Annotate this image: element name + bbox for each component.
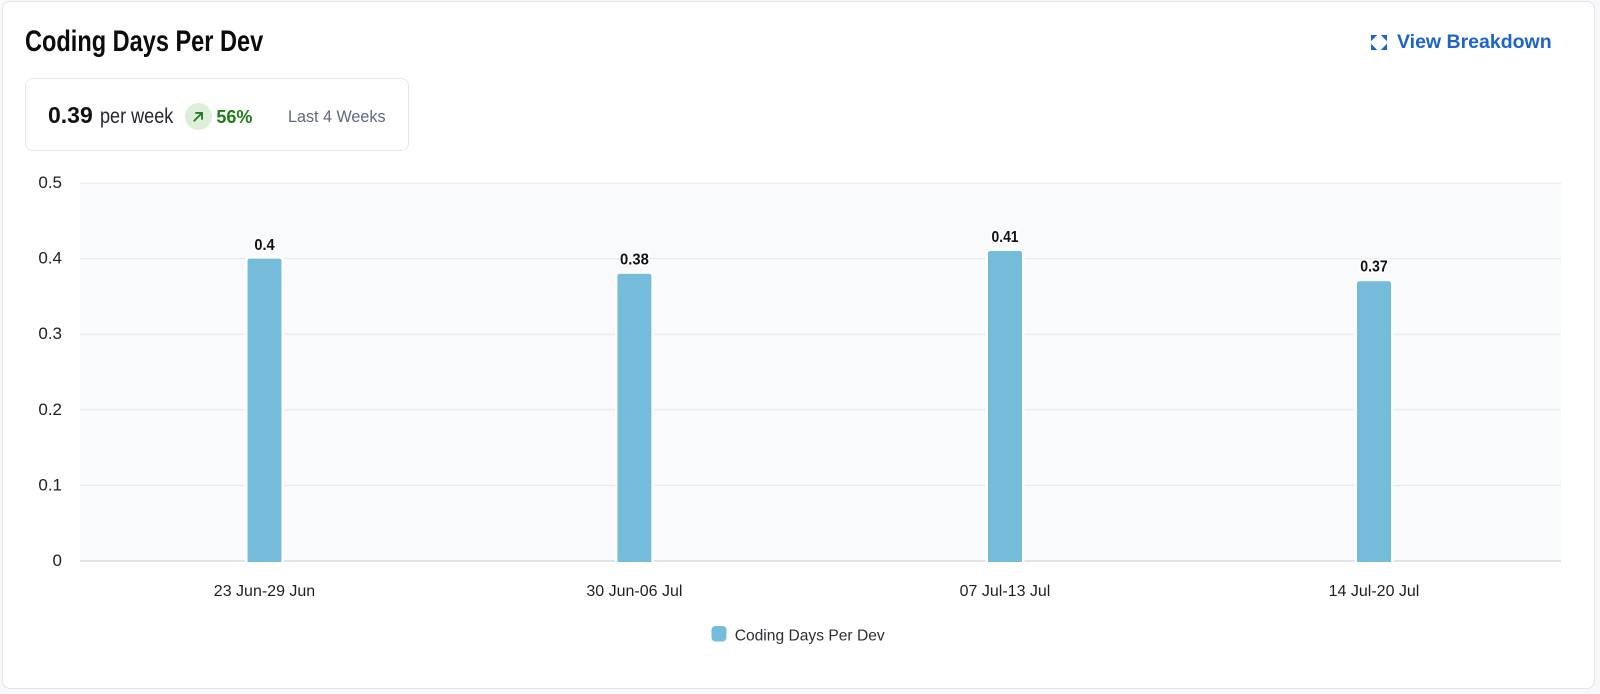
svg-text:0.2: 0.2 — [38, 400, 62, 419]
svg-text:0.4: 0.4 — [38, 249, 62, 268]
svg-text:07 Jul-13 Jul: 07 Jul-13 Jul — [960, 583, 1051, 600]
svg-text:30 Jun-06 Jul: 30 Jun-06 Jul — [586, 583, 682, 600]
svg-text:0.3: 0.3 — [38, 324, 62, 343]
svg-text:Coding Days Per Dev: Coding Days Per Dev — [735, 628, 885, 645]
svg-text:0.1: 0.1 — [38, 475, 62, 494]
svg-text:23 Jun-29 Jun: 23 Jun-29 Jun — [214, 583, 315, 600]
svg-text:0.37: 0.37 — [1360, 258, 1388, 275]
svg-text:0.38: 0.38 — [620, 251, 649, 268]
svg-text:0.5: 0.5 — [38, 173, 62, 192]
svg-text:14 Jul-20 Jul: 14 Jul-20 Jul — [1329, 583, 1420, 600]
svg-text:0.4: 0.4 — [254, 237, 274, 254]
svg-text:0.41: 0.41 — [992, 229, 1019, 246]
svg-text:0: 0 — [53, 551, 62, 570]
